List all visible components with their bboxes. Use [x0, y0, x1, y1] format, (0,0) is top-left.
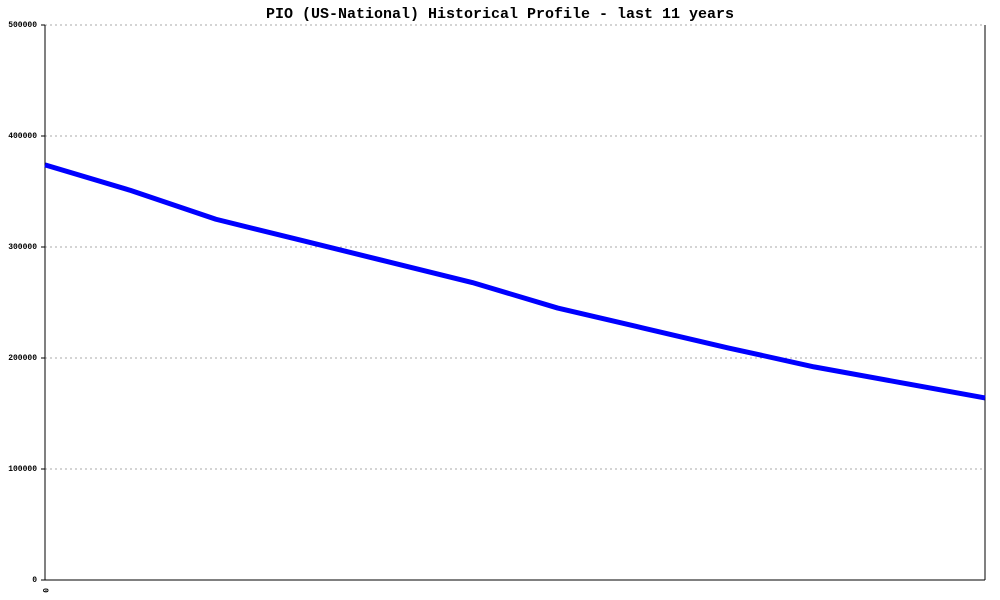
y-tick-label: 300000: [8, 243, 37, 252]
y-tick-label: 0: [32, 576, 37, 585]
x-tick-label: 0: [40, 588, 49, 593]
data-line: [44, 162, 986, 401]
y-tick-label: 500000: [8, 21, 37, 30]
y-tick-label: 200000: [8, 354, 37, 363]
chart-title: PIO (US-National) Historical Profile - l…: [266, 6, 734, 23]
y-tick-label: 400000: [8, 132, 37, 141]
y-tick-label: 100000: [8, 465, 37, 474]
